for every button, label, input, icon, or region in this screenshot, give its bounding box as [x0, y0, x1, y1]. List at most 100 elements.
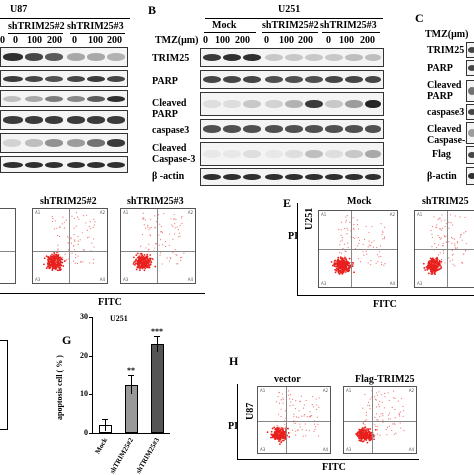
panel-b-dose-7: 0 [326, 35, 331, 46]
panel-c-letter: C [415, 11, 424, 25]
blot-c-cleaved-caspase3 [466, 122, 474, 144]
flow-plot-d-partial [0, 208, 16, 284]
panel-b-row-cleaved-caspase3: Cleaved Caspase-3 [152, 143, 196, 165]
blot-c-cleaved-parp [466, 80, 474, 102]
blot-a-cleaved-caspase3 [0, 133, 128, 153]
g-ytick-mark [89, 317, 92, 318]
panel-b-sh3-rule [322, 32, 380, 33]
g-category-label-1: shTRIM25#2 [108, 436, 136, 475]
panel-d-x-axis [0, 293, 205, 294]
panel-b-letter: B [148, 3, 157, 17]
panel-b-dose-5: 100 [279, 35, 294, 46]
g-errorcap-0 [102, 419, 108, 421]
g-significance-2: *** [151, 327, 163, 337]
g-ytick-label: 20 [80, 350, 88, 360]
panel-b-row-caspase3: caspase3 [152, 125, 190, 136]
panel-c-row-caspase3: caspase3 [427, 107, 465, 118]
panel-a-group-2: shTRIM25#3 [67, 21, 124, 32]
blot-a-beta-actin [0, 156, 128, 173]
panel-e-cell-line: U251 [304, 207, 315, 230]
panel-c-row-beta-actin: β-actin [427, 171, 457, 182]
panel-e-xlabel: FITC [373, 299, 397, 310]
scatter-dots [266, 390, 320, 446]
panel-a-dose-4: 0 [72, 35, 77, 46]
panel-h-y-axis [237, 384, 238, 459]
flow-plot-h-flag: A1 A2 A3 A4 [343, 386, 417, 454]
blot-b-trim25 [200, 48, 384, 67]
blot-b-beta-actin [200, 168, 384, 186]
panel-b-dose-8: 100 [339, 35, 354, 46]
panel-b-row-cleaved-parp: Cleaved PARP [152, 98, 187, 120]
panel-c-row-trim25: TRIM25 [427, 45, 465, 56]
panel-d-xlabel: FITC [98, 297, 122, 308]
g-errorcap-2 [154, 336, 160, 338]
g-errorbar-0 [105, 419, 106, 432]
panel-h-title-vector: vector [274, 374, 301, 385]
panel-a-cell-line: U87 [10, 4, 28, 15]
panel-f-partial-bar [0, 340, 8, 430]
panel-h-letter: H [229, 354, 239, 368]
panel-b-cell-line: U251 [278, 4, 301, 15]
panel-b-header-rule [205, 18, 383, 19]
panel-h-cell-line: U87 [245, 402, 256, 420]
flow-plot-e-mock: A1 A2 A3 A4 [318, 210, 398, 288]
panel-c-row-flag: Flag [432, 149, 451, 160]
scatter-dots [132, 212, 185, 272]
blot-b-parp [200, 70, 384, 89]
panel-b-group-sh3: shTRIM25#3 [320, 20, 377, 31]
g-ytick-mark [89, 433, 92, 434]
panel-g-title: U251 [110, 314, 128, 323]
panel-b-dose-2: 100 [215, 35, 230, 46]
panel-e-title-mock: Mock [347, 196, 372, 207]
panel-a-dose-1: 0 [13, 35, 18, 46]
scatter-dots [43, 212, 96, 272]
panel-b-dose-6: 200 [298, 35, 313, 46]
scatter-dots [355, 390, 405, 444]
panel-a-dose-5: 100 [88, 35, 103, 46]
g-significance-1: ** [127, 366, 135, 375]
panel-b-dose-4: 0 [264, 35, 269, 46]
panel-e-y-axis [297, 203, 298, 296]
blot-b-caspase3 [200, 119, 384, 139]
g-errorbar-2 [157, 336, 158, 352]
panel-g-ylabel: apoptosis cell ( % ) [55, 355, 64, 420]
blot-c-beta-actin [466, 167, 474, 185]
panel-d-title-1: shTRIM25#2 [40, 196, 97, 207]
g-ytick-mark [89, 355, 92, 357]
panel-b-sh2-rule [262, 32, 318, 33]
panel-b-dose-9: 200 [360, 35, 375, 46]
panel-h-title-flag: Flag-TRIM25 [355, 374, 415, 385]
blot-a-cleaved-parp [0, 90, 128, 107]
panel-b-tmz-label: TMZ(μm) [155, 35, 199, 46]
panel-a-group-2-rule [70, 33, 125, 34]
panel-h-xlabel: FITC [322, 462, 346, 473]
panel-g-letter: G [62, 333, 72, 347]
blot-c-caspase3 [466, 104, 474, 120]
panel-h-ylabel: PI [228, 421, 238, 432]
panel-c-row-cleaved-parp: Cleaved PARP [427, 80, 462, 102]
blot-b-cleaved-caspase3 [200, 142, 384, 166]
panel-h-x-axis [237, 459, 419, 460]
panel-b-mock-rule [204, 32, 256, 33]
panel-e-letter: E [283, 196, 292, 210]
blot-a-caspase3 [0, 110, 128, 130]
panel-b-group-sh2: shTRIM25#2 [262, 20, 319, 31]
panel-e-ylabel: PI [288, 231, 298, 242]
g-category-label-2: shTRIM25#3 [134, 436, 162, 475]
panel-a-dose-2: 100 [27, 35, 42, 46]
blot-c-flag [466, 146, 474, 164]
panel-a-group-1-rule [8, 33, 63, 34]
panel-b-dose-1: 0 [203, 35, 208, 46]
panel-b-dose-3: 200 [235, 35, 250, 46]
g-ytick-label: 10 [80, 389, 88, 399]
panel-d-title-2: shTRIM25#3 [127, 196, 184, 207]
g-errorbar-1 [131, 375, 132, 395]
g-bar-2 [150, 344, 164, 433]
scatter-dots [422, 214, 467, 276]
panel-a-group-1: shTRIM25#2 [8, 21, 65, 32]
g-x-axis [92, 433, 170, 434]
blot-a-trim25 [0, 47, 128, 67]
g-errorcap-1 [128, 375, 134, 376]
flow-plot-h-vector: A1 A2 A3 A4 [257, 386, 331, 454]
blot-a-parp [0, 70, 128, 87]
